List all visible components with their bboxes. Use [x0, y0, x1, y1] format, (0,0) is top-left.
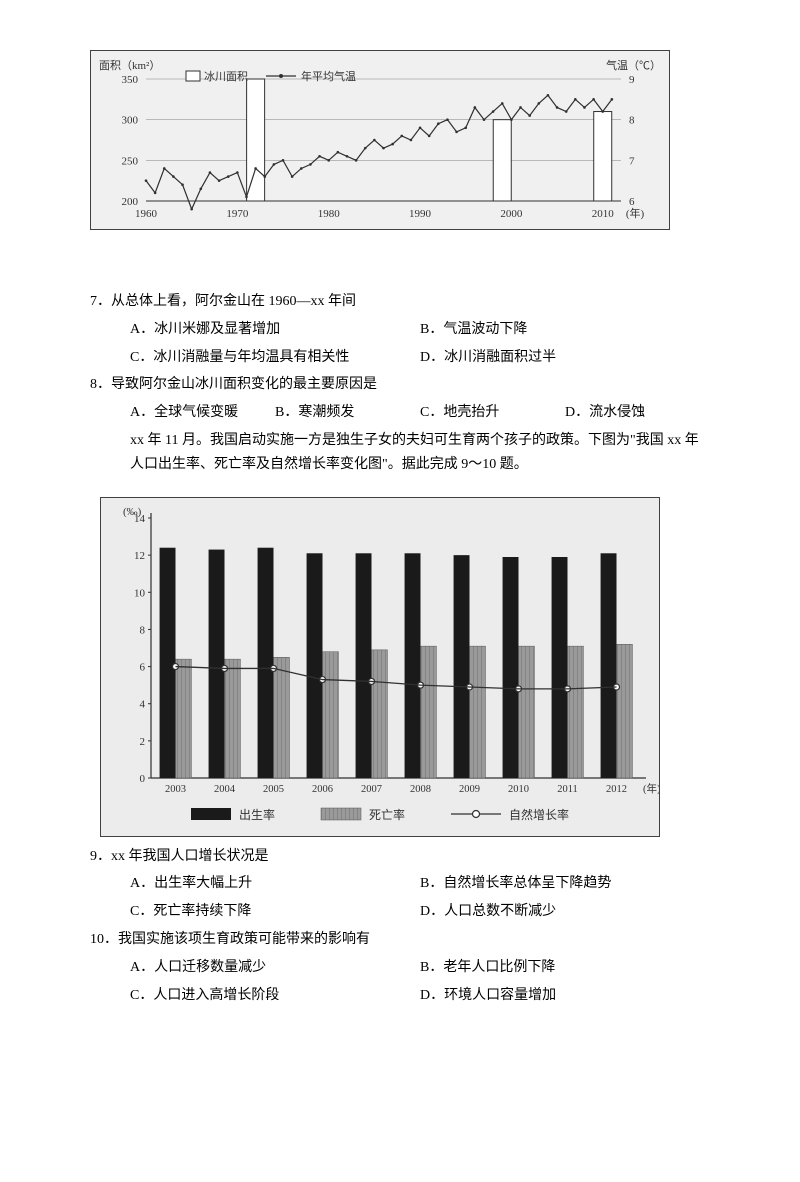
svg-text:1980: 1980: [318, 208, 341, 220]
q7-opt-c: C．冰川消融量与年均温具有相关性: [130, 346, 420, 370]
svg-text:(年): (年): [643, 782, 659, 795]
svg-text:1960: 1960: [135, 208, 158, 220]
svg-text:8: 8: [629, 115, 635, 127]
svg-text:8: 8: [140, 624, 146, 636]
svg-text:6: 6: [140, 661, 146, 673]
svg-text:6: 6: [629, 196, 635, 208]
svg-text:9: 9: [629, 74, 635, 86]
svg-text:2000: 2000: [500, 208, 523, 220]
svg-text:出生率: 出生率: [239, 807, 275, 822]
svg-text:2010: 2010: [592, 208, 615, 220]
chart1-svg: 350 300 250 200 9 8 7 6 1960 1970 1980 1990 2000 2010…: [91, 51, 669, 229]
svg-text:死亡率: 死亡率: [369, 807, 405, 822]
svg-text:2009: 2009: [459, 784, 480, 795]
q9-opt-b: B．自然增长率总体呈下降趋势: [420, 872, 710, 896]
chart2-svg: (‰)1412108642020032004200520062007200820…: [101, 498, 659, 836]
svg-text:2012: 2012: [606, 784, 627, 795]
svg-text:2008: 2008: [410, 784, 431, 795]
svg-text:冰川面积: 冰川面积: [204, 70, 248, 83]
q9-opt-d: D．人口总数不断减少: [420, 900, 710, 924]
q8-stem: 8．导致阿尔金山冰川面积变化的最主要原因是: [90, 373, 710, 397]
q10-opt-a: A．人口迁移数量减少: [130, 956, 420, 980]
svg-text:(年): (年): [626, 206, 645, 220]
q10-opt-c: C．人口进入高增长阶段: [130, 984, 420, 1008]
svg-text:2005: 2005: [263, 784, 284, 795]
q7-opt-a: A．冰川米娜及显著增加: [130, 318, 420, 342]
q9-opt-c: C．死亡率持续下降: [130, 900, 420, 924]
q7-opt-d: D．冰川消融面积过半: [420, 346, 710, 370]
svg-text:2010: 2010: [508, 784, 529, 795]
q9-opt-a: A．出生率大幅上升: [130, 872, 420, 896]
svg-text:7: 7: [629, 155, 635, 167]
svg-text:2003: 2003: [165, 784, 186, 795]
population-rate-chart: (‰)1412108642020032004200520062007200820…: [100, 497, 660, 837]
questions-block-2: 9．xx 年我国人口增长状况是 A．出生率大幅上升 B．自然增长率总体呈下降趋势…: [90, 845, 710, 1008]
svg-text:0: 0: [140, 773, 146, 785]
q8-opt-b: B．寒潮频发: [275, 401, 420, 425]
svg-text:2011: 2011: [557, 784, 578, 795]
svg-text:2006: 2006: [312, 784, 333, 795]
q8-opt-c: C．地壳抬升: [420, 401, 565, 425]
svg-text:12: 12: [134, 550, 145, 562]
q7-stem: 7．从总体上看，阿尔金山在 1960—xx 年间: [90, 290, 710, 314]
q10-opt-b: B．老年人口比例下降: [420, 956, 710, 980]
svg-text:2004: 2004: [214, 784, 236, 795]
svg-text:10: 10: [134, 587, 146, 599]
q7-opt-b: B．气温波动下降: [420, 318, 710, 342]
svg-text:自然增长率: 自然增长率: [509, 807, 569, 822]
q9-stem: 9．xx 年我国人口增长状况是: [90, 845, 710, 869]
q8-opt-a: A．全球气候变暖: [130, 401, 275, 425]
svg-text:300: 300: [122, 115, 139, 127]
svg-text:2: 2: [140, 735, 146, 747]
svg-text:1990: 1990: [409, 208, 432, 220]
svg-text:200: 200: [122, 196, 139, 208]
q10-opt-d: D．环境人口容量增加: [420, 984, 710, 1008]
svg-text:1970: 1970: [226, 208, 249, 220]
svg-text:350: 350: [122, 74, 139, 86]
svg-text:年平均气温: 年平均气温: [301, 69, 356, 83]
glacier-temp-chart: 面积（km²） 气温（℃） 35030025020098761960197019…: [90, 50, 670, 230]
q8-opt-d: D．流水侵蚀: [565, 401, 710, 425]
intro-8-9: xx 年 11 月。我国启动实施一方是独生子女的夫妇可生育两个孩子的政策。下图为…: [90, 429, 710, 477]
svg-text:14: 14: [134, 513, 146, 525]
q10-stem: 10．我国实施该项生育政策可能带来的影响有: [90, 928, 710, 952]
questions-block-1: 7．从总体上看，阿尔金山在 1960—xx 年间 A．冰川米娜及显著增加 B．气…: [90, 290, 710, 477]
svg-text:2007: 2007: [361, 784, 382, 795]
svg-text:4: 4: [140, 698, 146, 710]
svg-text:250: 250: [122, 155, 139, 167]
